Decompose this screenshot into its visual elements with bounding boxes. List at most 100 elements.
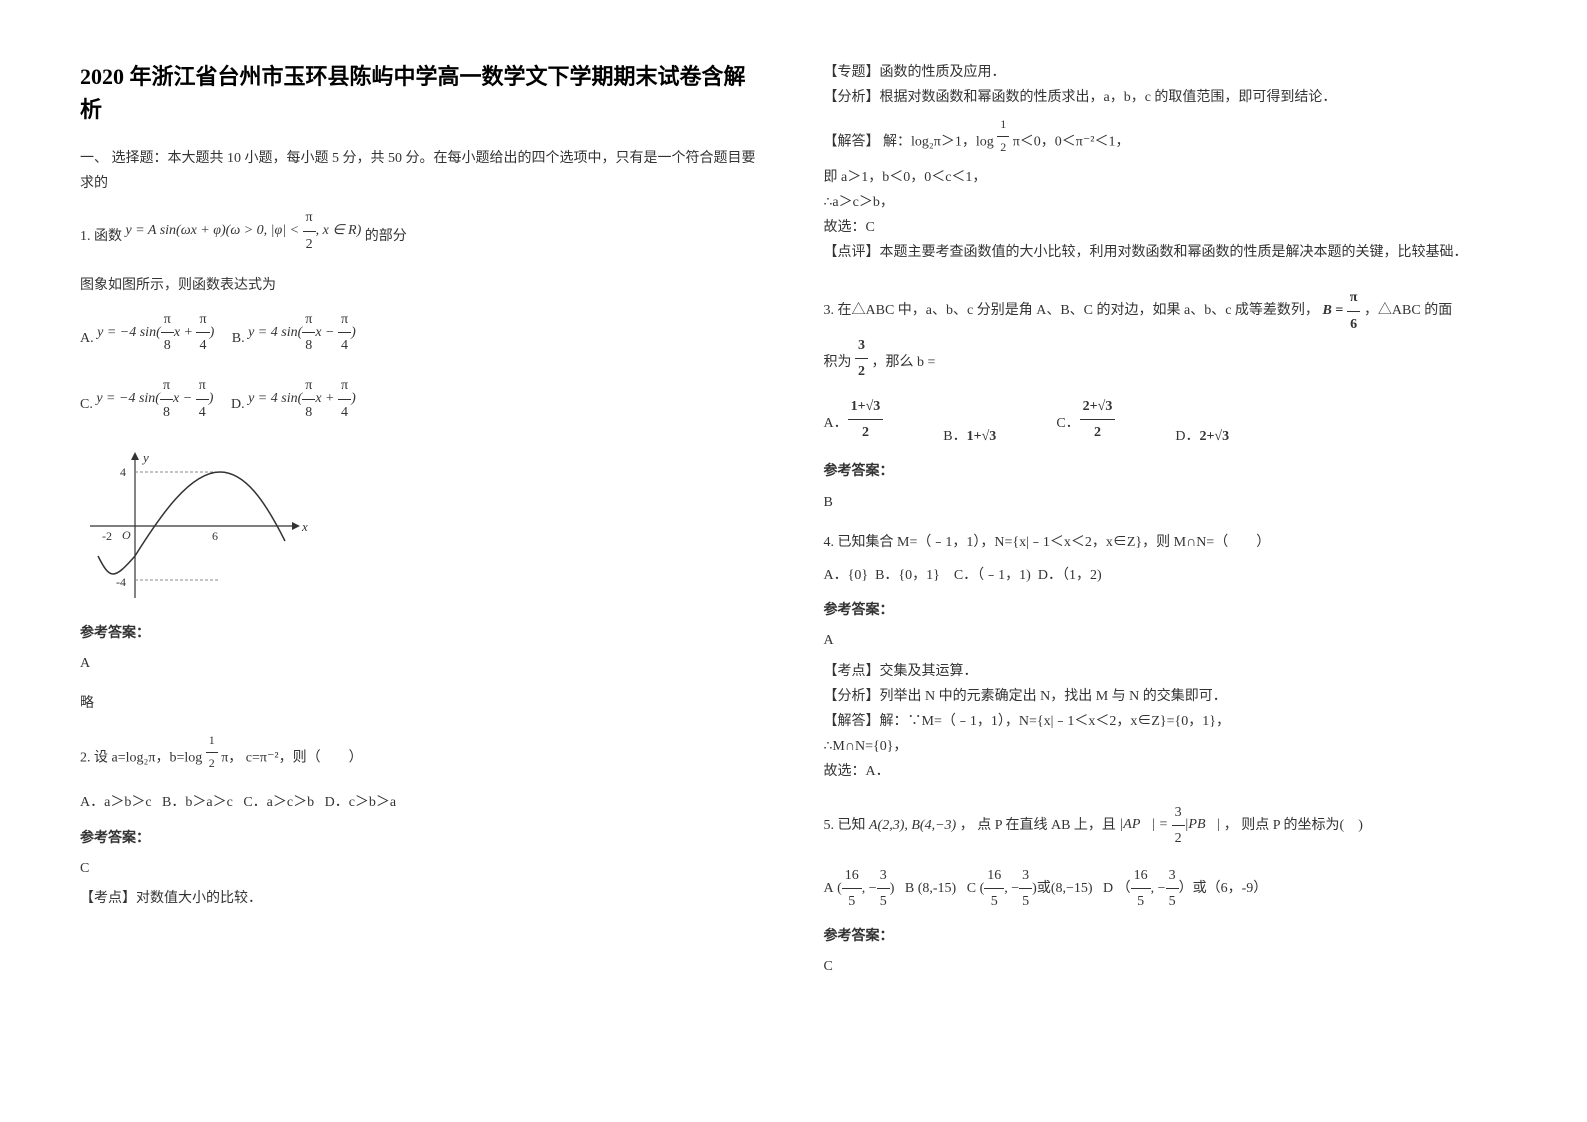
q3-optC-label: C． <box>1056 416 1079 431</box>
q3-optB-val: 1+√3 <box>967 429 997 444</box>
q4-jieda-text: 解：∵M=（﹣1，1），N={x|﹣1＜x＜2，x∈Z}={0，1}， <box>880 714 1230 729</box>
q4-jieda-label: 【解答】 <box>824 714 880 729</box>
q1-optA-label: A. <box>80 331 94 346</box>
question-5: 5. 已知 A(2,3), B(4,−3) ， 点 P 在直线 AB 上，且 |… <box>824 800 1508 980</box>
q5-prefix: 5. 已知 <box>824 817 866 832</box>
q3-optD-label: D． <box>1175 429 1199 444</box>
q2-kaodian: 【考点】对数值大小的比较． <box>80 886 764 911</box>
question-4: 4. 已知集合 M=（﹣1，1），N={x|﹣1＜x＜2，x∈Z}，则 M∩N=… <box>824 530 1508 785</box>
q2-jieda-suffix: π＜0，0＜π⁻²＜1， <box>1013 135 1130 150</box>
q2-jieda4: 故选：C <box>824 215 1508 240</box>
q1-graph: y x O 4 -4 -2 6 <box>80 446 764 606</box>
q5-optD-label: D <box>1103 881 1113 896</box>
q2-optD: D．c＞b＞a <box>325 795 397 810</box>
svg-text:O: O <box>122 528 131 542</box>
q3-text3-prefix: 积为 <box>824 355 852 370</box>
q4-optA: A．{0} <box>824 568 869 583</box>
q5-optD: D （165, −35）或（6，-9） <box>1103 881 1267 896</box>
q3-optC: C．2+√32 <box>1056 398 1115 449</box>
q4-jieda: 【解答】解：∵M=（﹣1，1），N={x|﹣1＜x＜2，x∈Z}={0，1}， <box>824 709 1508 734</box>
q1-optD-label: D. <box>231 397 245 412</box>
q2-fenxi: 【分析】根据对数函数和幂函数的性质求出，a，b，c 的取值范围，即可得到结论． <box>824 85 1508 110</box>
q2-zhuanti-label: 【专题】 <box>824 65 880 80</box>
q4-jieda2: ∴M∩N={0}， <box>824 734 1508 759</box>
q3-optB-label: B． <box>943 429 966 444</box>
svg-text:x: x <box>301 519 308 534</box>
q3-optD-val: 2+√3 <box>1199 429 1229 444</box>
q1-prefix: 1. 函数 <box>80 229 122 244</box>
q3-line2: 积为 32 ，那么 b = <box>824 337 1508 388</box>
q4-answer-header: 参考答案： <box>824 598 1508 623</box>
q2-dianping-text: 本题主要考查函数值的大小比较，利用对数函数和幂函数的性质是解决本题的关键，比较基… <box>880 245 1468 260</box>
page-title: 2020 年浙江省台州市玉环县陈屿中学高一数学文下学期期末试卷含解析 <box>80 60 764 126</box>
q2-jieda: 【解答】 解：log₂π＞1，log 12 π＜0，0＜π⁻²＜1， <box>824 120 1508 164</box>
svg-text:-2: -2 <box>102 529 112 543</box>
q4-jieda3: 故选：A． <box>824 759 1508 784</box>
q2-jieda-prefix: 解：log₂π＞1，log <box>883 135 994 150</box>
q1-optB: y = 4 sin(π8x − π4) <box>248 325 356 340</box>
q2-answer-header: 参考答案： <box>80 826 764 851</box>
q5-optB-label: B <box>905 881 914 896</box>
q2-optA: A．a＞b＞c <box>80 795 152 810</box>
q2-prefix: 2. 设 a=log₂π，b=log <box>80 751 202 766</box>
svg-text:y: y <box>141 450 149 465</box>
q3-optD: D．2+√3 <box>1175 424 1229 449</box>
q1-answer-header: 参考答案： <box>80 621 764 646</box>
q5-mid: ， 点 P 在直线 AB 上，且 <box>960 817 1116 832</box>
q4-fenxi: 【分析】列举出 N 中的元素确定出 N，找出 M 与 N 的交集即可． <box>824 684 1508 709</box>
q2-text: 2. 设 a=log₂π，b=log 12 π， c=π⁻²，则（ ） <box>80 736 764 780</box>
q5-suffix: ， 则点 P 的坐标为( ) <box>1224 817 1363 832</box>
q5-vector-eq: |AP⃗| = 32|PB⃗| <box>1119 817 1220 832</box>
right-column: 【专题】函数的性质及应用． 【分析】根据对数函数和幂函数的性质求出，a，b，c … <box>794 60 1538 1062</box>
question-3: 3. 在△ABC 中，a、b、c 分别是角 A、B、C 的对边，如果 a、b、c… <box>824 285 1508 515</box>
sine-graph-overlay: y x O 4 -4 -2 6 <box>80 446 310 606</box>
q1-note: 略 <box>80 691 764 716</box>
q2-dianping-label: 【点评】 <box>824 245 880 260</box>
q1-optB-label: B. <box>232 331 245 346</box>
q3-optA: A．1+√32 <box>824 398 884 449</box>
q1-answer: A <box>80 651 764 676</box>
q3-optA-label: A． <box>824 416 848 431</box>
q4-text: 4. 已知集合 M=（﹣1，1），N={x|﹣1＜x＜2，x∈Z}，则 M∩N=… <box>824 530 1508 555</box>
q3-optB: B．1+√3 <box>943 424 996 449</box>
q4-fenxi-label: 【分析】 <box>824 689 880 704</box>
q2-jieda3: ∴a＞c＞b， <box>824 190 1508 215</box>
q5-answer: C <box>824 954 1508 979</box>
q3-text: 3. 在△ABC 中，a、b、c 分别是角 A、B、C 的对边，如果 a、b、c… <box>824 303 1319 318</box>
q1-suffix: 的部分 <box>365 229 407 244</box>
q2-jieda-label: 【解答】 <box>824 135 880 150</box>
q2-kaodian-label: 【考点】 <box>80 891 136 906</box>
q1-line2: 图象如图所示，则函数表达式为 <box>80 273 764 298</box>
svg-text:4: 4 <box>120 465 126 479</box>
q5-optB-val: (8,-15) <box>918 881 957 896</box>
q4-optD: D．（1，2) <box>1038 568 1102 583</box>
q5-answer-header: 参考答案： <box>824 924 1508 949</box>
q5-coords: A(2,3), B(4,−3) <box>869 817 956 832</box>
q4-optC: C．（﹣1，1) <box>954 568 1031 583</box>
q3-options: A．1+√32 B．1+√3 C．2+√32 D．2+√3 <box>824 398 1508 449</box>
q2-jieda2: 即 a＞1，b＜0，0＜c＜1， <box>824 165 1508 190</box>
q4-fenxi-text: 列举出 N 中的元素确定出 N，找出 M 与 N 的交集即可． <box>880 689 1227 704</box>
q2-optC: C．a＞c＞b <box>243 795 314 810</box>
q5-optC-label: C <box>967 881 976 896</box>
svg-text:-4: -4 <box>116 575 126 589</box>
q3-line1: 3. 在△ABC 中，a、b、c 分别是角 A、B、C 的对边，如果 a、b、c… <box>824 285 1508 336</box>
q1-line1: 1. 函数 y = A sin(ωx + φ)(ω > 0, |φ| < π2,… <box>80 211 764 262</box>
q2-zhuanti: 【专题】函数的性质及应用． <box>824 60 1508 85</box>
q4-kaodian: 【考点】交集及其运算． <box>824 659 1508 684</box>
q2-zhuanti-text: 函数的性质及应用． <box>880 65 1006 80</box>
section-header: 一、 选择题：本大题共 10 小题，每小题 5 分，共 50 分。在每小题给出的… <box>80 146 764 196</box>
q3-answer-header: 参考答案： <box>824 459 1508 484</box>
q5-optC: C (165, −35)或(8,−15) <box>967 881 1093 896</box>
q5-text: 5. 已知 A(2,3), B(4,−3) ， 点 P 在直线 AB 上，且 |… <box>824 800 1508 851</box>
q5-options: A (165, −35) B (8,-15) C (165, −35)或(8,−… <box>824 863 1508 914</box>
q5-optA: A (165, −35) <box>824 881 895 896</box>
q2-fenxi-label: 【分析】 <box>824 90 880 105</box>
q3-B-formula: B = π6 <box>1322 303 1360 318</box>
q4-options: A．{0} B．{0，1} C．（﹣1，1) D．（1，2) <box>824 563 1508 588</box>
q4-optB: B．{0，1} <box>875 568 940 583</box>
q4-kaodian-text: 交集及其运算． <box>880 664 978 679</box>
q4-kaodian-label: 【考点】 <box>824 664 880 679</box>
q2-dianping: 【点评】本题主要考查函数值的大小比较，利用对数函数和幂函数的性质是解决本题的关键… <box>824 240 1508 265</box>
q3-answer: B <box>824 490 1508 515</box>
